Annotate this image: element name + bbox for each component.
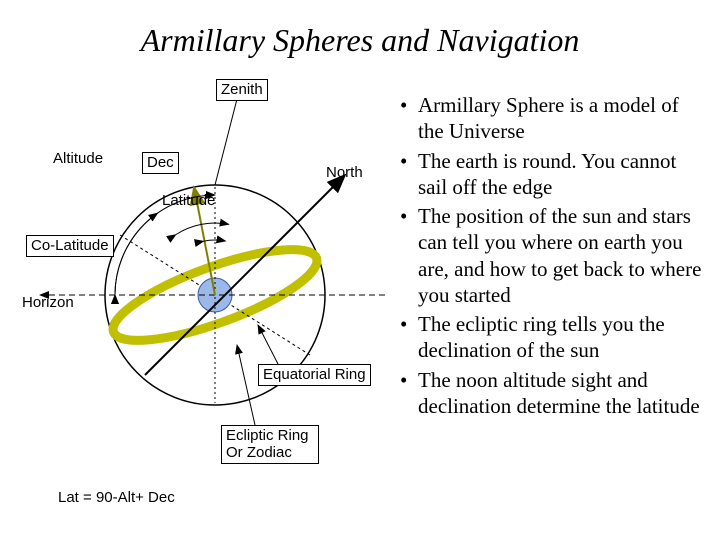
- bullet-item: The position of the sun and stars can te…: [400, 203, 705, 308]
- bullet-item: The ecliptic ring tells you the declinat…: [400, 311, 705, 364]
- bullet-list: Armillary Sphere is a model of the Unive…: [400, 92, 705, 422]
- bullet-item: The earth is round. You cannot sail off …: [400, 148, 705, 201]
- label-dec: Dec: [142, 152, 179, 174]
- label-horizon: Horizon: [22, 294, 74, 311]
- label-north: North: [326, 164, 363, 181]
- eqring-leader: [258, 325, 278, 364]
- label-ecliptic-ring: Ecliptic RingOr Zodiac: [221, 425, 319, 464]
- label-co-latitude: Co-Latitude: [26, 235, 114, 257]
- label-altitude: Altitude: [53, 150, 103, 167]
- bullet-item: The noon altitude sight and declination …: [400, 367, 705, 420]
- armillary-diagram: Zenith Altitude Dec North Latitude Co-Latitud…: [20, 75, 390, 495]
- eclring-leader: [237, 345, 255, 425]
- label-latitude: Latitude: [162, 192, 215, 209]
- bullet-item: Armillary Sphere is a model of the Unive…: [400, 92, 705, 145]
- formula: Lat = 90-Alt+ Dec: [58, 489, 175, 506]
- diagram-svg: [20, 75, 390, 505]
- label-equatorial-ring: Equatorial Ring: [258, 364, 371, 386]
- label-zenith: Zenith: [216, 79, 268, 101]
- zenith-leader: [215, 99, 237, 185]
- page-title: Armillary Spheres and Navigation: [0, 22, 720, 59]
